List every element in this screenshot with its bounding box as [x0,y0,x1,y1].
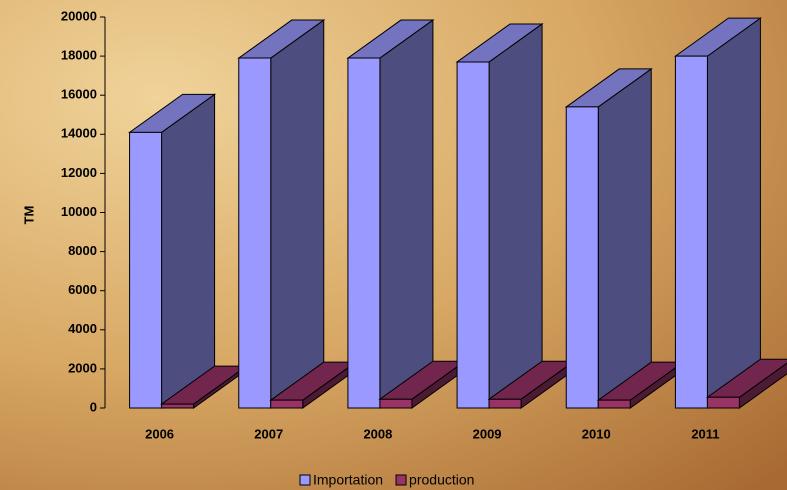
bar [346,19,435,409]
bar-face [706,396,740,409]
bar [564,67,653,409]
bar-face [161,93,216,409]
bar [455,22,544,409]
bar [487,360,576,409]
x-tick-label: 2010 [582,426,611,441]
bar-face [270,399,304,409]
bar-face [129,131,163,409]
bar-face [161,403,195,409]
bar-face [597,67,652,409]
y-tick-label: 20000 [61,8,97,23]
y-tick-label: 12000 [61,165,97,180]
bar-face [597,399,631,409]
bar-face [379,398,413,409]
bar [160,365,249,409]
legend-label: production [409,472,474,488]
y-tick-label: 4000 [68,321,97,336]
bar [237,19,326,409]
bar-face [488,398,522,409]
y-axis-label: TM [21,206,36,225]
bar-face [674,55,708,409]
legend-label: Importation [313,472,383,488]
x-tick-label: 2006 [145,426,174,441]
bar-face [347,57,381,409]
bar [673,17,762,409]
y-tick-label: 10000 [61,204,97,219]
legend-swatch [299,474,311,486]
x-tick-label: 2007 [254,426,283,441]
x-tick-label: 2011 [691,426,719,441]
bar [128,93,217,409]
bar [269,361,358,409]
bar-face [379,19,434,409]
y-tick-label: 0 [90,399,97,414]
legend-swatch [395,474,407,486]
x-tick-label: 2009 [473,426,502,441]
y-tick-label: 2000 [68,360,97,375]
bar-face [706,17,761,409]
bar [596,361,685,409]
y-tick-label: 16000 [61,87,97,102]
y-tick-label: 6000 [68,282,97,297]
y-tick-label: 8000 [68,243,97,258]
bar-face [270,19,325,409]
x-tick-label: 2008 [363,426,392,441]
bar-face [488,22,543,409]
bar-face [456,61,490,409]
bar-face [565,106,599,409]
y-tick-label: 14000 [61,126,97,141]
bar [705,358,787,409]
y-tick-label: 18000 [61,48,97,63]
bar-face [238,57,272,409]
